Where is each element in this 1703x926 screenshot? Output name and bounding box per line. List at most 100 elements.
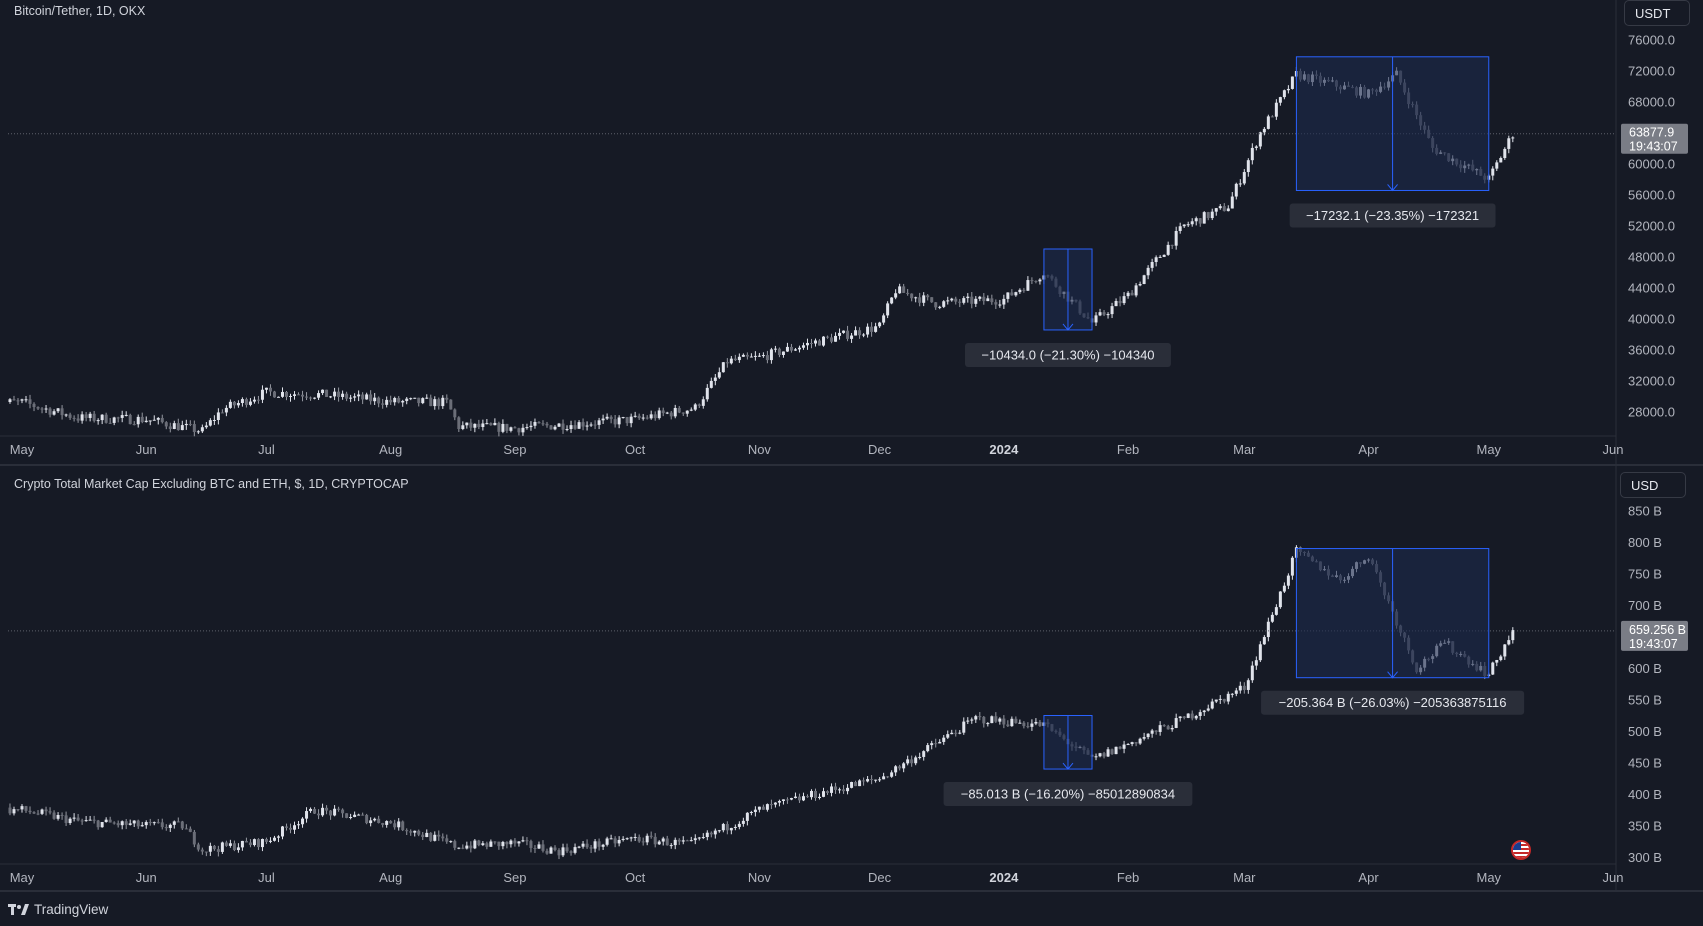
- candle-body: [809, 790, 813, 798]
- candle-body: [365, 814, 369, 824]
- time-tick-label: Jun: [136, 442, 157, 457]
- candle-body: [561, 847, 565, 856]
- candle-body: [641, 417, 645, 419]
- time-tick-label: Sep: [503, 870, 526, 885]
- candle-body: [301, 394, 305, 397]
- measure-label: −205.364 B (−26.03%) −205363875116: [1279, 695, 1507, 710]
- candle-body: [545, 850, 549, 854]
- candle-body: [92, 819, 96, 821]
- candle-body: [1262, 637, 1266, 645]
- candle-body: [276, 396, 280, 398]
- candle-body: [200, 427, 204, 432]
- candle-body: [473, 423, 477, 428]
- candle-body: [822, 791, 826, 797]
- candle-body: [128, 414, 132, 425]
- candle-body: [581, 422, 585, 427]
- candle-body: [1198, 712, 1202, 716]
- candle-body: [669, 412, 673, 417]
- tradingview-brand[interactable]: TradingView: [8, 902, 108, 917]
- candle-body: [100, 822, 104, 828]
- candle-body: [813, 790, 817, 799]
- candle-body: [826, 336, 830, 338]
- candle-body: [1290, 76, 1294, 89]
- candle-body: [112, 417, 116, 423]
- candle-body: [393, 397, 397, 403]
- candle-body: [661, 838, 665, 842]
- candle-body: [156, 417, 160, 420]
- candle-body: [525, 840, 529, 842]
- candle-body: [357, 394, 361, 397]
- candle-body: [974, 716, 978, 720]
- candle-body: [321, 807, 325, 816]
- candle-body: [577, 422, 581, 429]
- candle-body: [1238, 183, 1242, 185]
- candle-body: [1290, 557, 1294, 576]
- candle-body: [208, 845, 212, 852]
- candle-body: [461, 425, 465, 429]
- candle-body: [541, 844, 545, 851]
- price-tick-label: 400 B: [1628, 787, 1662, 802]
- candle-body: [1274, 607, 1278, 615]
- us-flag-icon[interactable]: [1511, 840, 1531, 860]
- top-currency-button[interactable]: USDT: [1624, 0, 1690, 26]
- candle-body: [260, 838, 264, 848]
- candle-body: [1038, 279, 1042, 282]
- candle-body: [1246, 160, 1250, 173]
- candle-body: [469, 422, 473, 428]
- candle-body: [826, 791, 830, 793]
- candle-body: [28, 399, 32, 404]
- candle-body: [697, 404, 701, 406]
- candle-body: [625, 838, 629, 840]
- candle-body: [220, 412, 224, 414]
- candle-body: [417, 830, 421, 835]
- candle-body: [773, 348, 777, 350]
- candle-body: [1238, 685, 1242, 691]
- candle-body: [697, 837, 701, 839]
- candle-body: [569, 425, 573, 430]
- candle-body: [212, 845, 216, 850]
- time-tick-label: Jun: [1603, 442, 1624, 457]
- time-tick-label: Jun: [1603, 870, 1624, 885]
- candle-body: [1166, 244, 1170, 255]
- candle-body: [1162, 725, 1166, 727]
- candle-body: [345, 813, 349, 818]
- candle-body: [982, 296, 986, 302]
- candle-body: [160, 822, 164, 828]
- candle-body: [1503, 148, 1507, 159]
- candle-body: [393, 823, 397, 828]
- candle-body: [433, 399, 437, 407]
- candle-body: [733, 358, 737, 361]
- candle-body: [1034, 721, 1038, 724]
- candle-body: [561, 423, 565, 430]
- candle-body: [886, 776, 890, 778]
- candle-body: [505, 423, 509, 431]
- candle-body: [497, 841, 501, 847]
- candle-body: [858, 330, 862, 336]
- candle-body: [184, 423, 188, 426]
- candle-body: [713, 377, 717, 381]
- candle-body: [685, 840, 689, 842]
- candle-body: [1106, 314, 1110, 316]
- current-price-tag: [1621, 620, 1688, 651]
- measure-label-bg: [1289, 203, 1496, 228]
- candle-body: [196, 431, 200, 433]
- bottom-currency-button[interactable]: USD: [1620, 472, 1686, 498]
- candle-body: [525, 427, 529, 429]
- candle-body: [108, 819, 112, 823]
- candle-body: [1270, 614, 1274, 622]
- time-tick-label: Aug: [379, 870, 402, 885]
- candle-body: [349, 397, 353, 399]
- time-tick-label: Apr: [1358, 870, 1379, 885]
- candle-body: [902, 763, 906, 769]
- candle-body: [809, 342, 813, 344]
- candle-body: [493, 841, 497, 843]
- candle-body: [317, 393, 321, 398]
- candle-body: [625, 417, 629, 424]
- time-tick-label: May: [10, 442, 35, 457]
- candle-body: [325, 807, 329, 811]
- candle-body: [305, 811, 309, 819]
- candle-body: [140, 825, 144, 827]
- candle-body: [717, 372, 721, 378]
- candle-body: [1038, 721, 1042, 726]
